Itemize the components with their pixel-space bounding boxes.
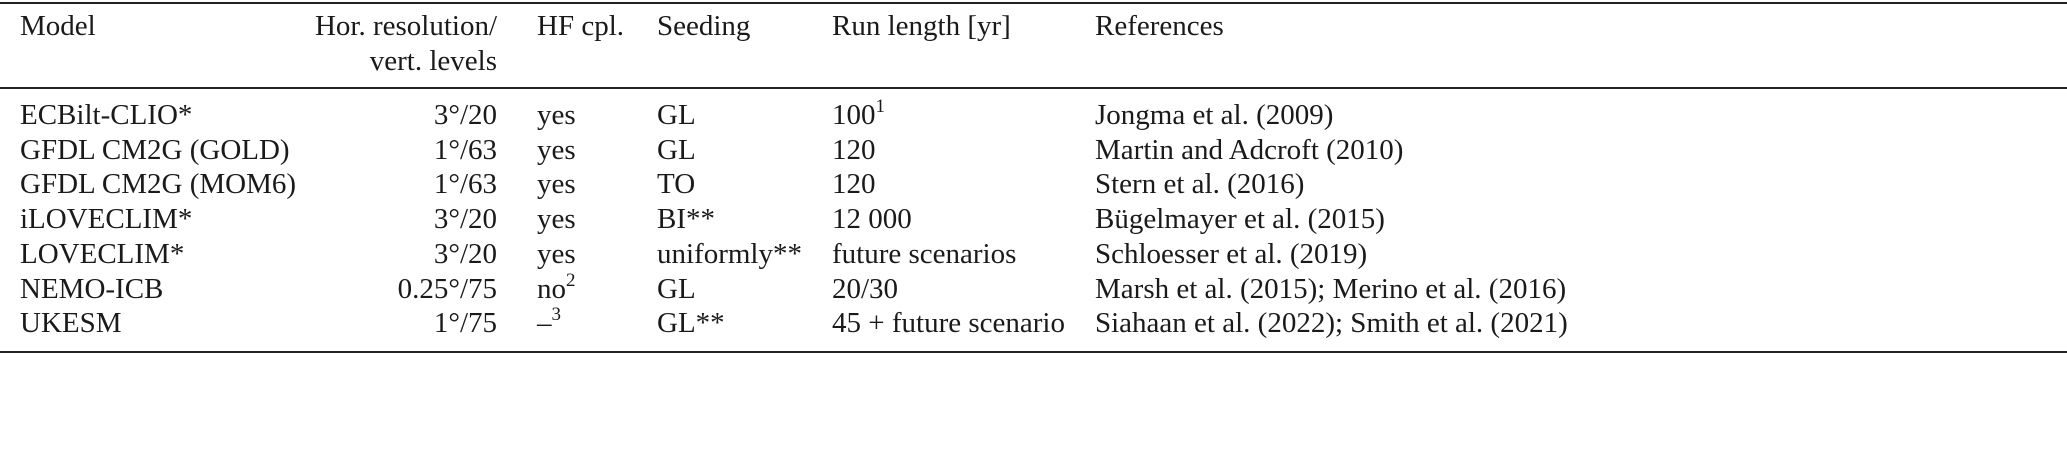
header-cell: Hor. resolution/ [314,10,497,42]
table-cell: 0.25°/75 [397,272,497,305]
table-cell: GFDL CM2G (GOLD) [20,133,290,166]
table-cell: ECBilt-CLIO* [20,99,193,131]
footnote-mark: 3 [551,304,562,326]
table-cell: 12 000 [832,203,912,236]
header-cell: References [1095,10,1224,42]
table-cell: no2 [537,269,576,306]
header-cell: Seeding [657,10,751,42]
table-cell: Schloesser et al. (2019) [1095,237,1368,270]
bottom-rule [0,351,2067,353]
table-cell: 1°/75 [433,307,497,340]
table-cell: LOVECLIM* [20,237,185,270]
table-cell: 20/30 [832,272,899,305]
table-cell: BI** [657,203,715,236]
table-cell: 1°/63 [433,133,497,166]
top-rule [0,2,2067,4]
footnote-mark: 1 [875,96,886,117]
table-cell: GFDL CM2G (MOM6) [20,168,297,201]
footnote-mark: 2 [566,269,576,291]
table-cell: TO [657,168,696,201]
table-cell: yes [537,203,576,236]
table-cell: 120 [832,168,876,201]
header-rule [0,87,2067,89]
table-cell: yes [537,133,576,166]
table-cell: NEMO-ICB [20,272,164,305]
table-cell: yes [537,168,576,201]
table-cell: yes [537,99,576,131]
table-cell: future scenarios [832,237,1017,270]
table-cell: Bügelmayer et al. (2015) [1095,203,1385,236]
table-cell: 45 + future scenario [832,307,1065,340]
table-cell: GL** [657,307,725,340]
header-cell: Run length [yr] [832,10,1011,42]
header-cell: HF cpl. [537,10,624,42]
table-cell: Stern et al. (2016) [1095,168,1305,201]
cell-text: – [537,307,552,340]
table-cell: –3 [537,304,562,340]
table-cell: yes [537,237,576,270]
table-cell: iLOVECLIM* [20,203,193,236]
header-cell: vert. levels [369,45,497,77]
header-cell: Model [20,10,96,42]
table-cell: uniformly** [657,237,802,270]
table-cell: 1°/63 [433,168,497,201]
table-cell: Martin and Adcroft (2010) [1095,133,1404,166]
table-cell: 120 [832,133,876,166]
table-cell: Marsh et al. (2015); Merino et al. (2016… [1095,272,1567,305]
cell-text: 100 [832,99,876,131]
table-cell: 3°/20 [433,99,497,131]
table-cell: GL [657,133,696,166]
table-cell: UKESM [20,307,122,340]
table-cell: GL [657,99,696,131]
table-cell: GL [657,272,696,305]
table-cell: 3°/20 [433,203,497,236]
cell-text: no [537,272,566,305]
table-cell: Siahaan et al. (2022); Smith et al. (202… [1095,307,1568,340]
table-cell: 3°/20 [433,237,497,270]
table-cell: Jongma et al. (2009) [1095,99,1334,131]
table-cell: 1001 [832,96,886,132]
